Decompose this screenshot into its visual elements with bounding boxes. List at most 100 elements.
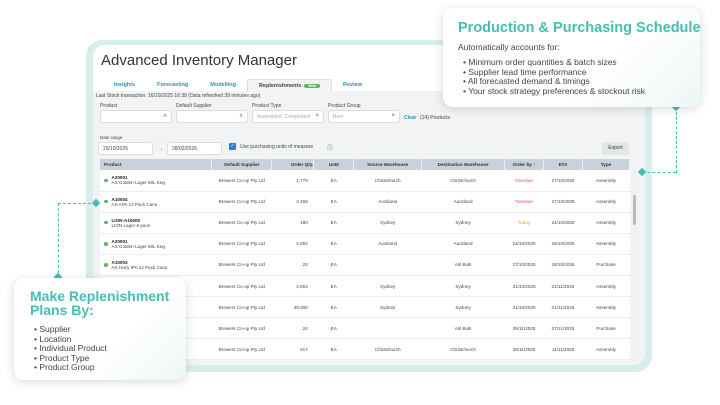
column-header[interactable]: Default Supplier [211,159,273,170]
clear-icon[interactable]: × [315,113,319,119]
order-by-cell: 27/10/2025 [504,254,544,276]
tab-insights[interactable]: Insights [114,82,136,88]
product-code: LION-A10000 [111,217,141,223]
order-by-cell: 31/10/2025 [504,296,544,319]
table-scrollbar[interactable] [633,171,636,361]
callout-intro: Automatically accounts for: [458,42,560,52]
product-cell: A10004 AS APA 12 Pack Cans [100,191,212,213]
status-dot [104,178,108,183]
search-icon: ⌕ [163,113,167,119]
eta-cell: 29/10/2025 [543,254,583,276]
type-cell: Assembly [582,170,630,192]
uom-checkbox-label: Use purchasing units of measure [240,144,314,150]
table-row[interactable]: A10003 AS Hazy IPA 12 Pack Cans Brewers C… [100,254,630,276]
column-header[interactable]: UoM [313,159,355,170]
type-cell: Assembly [582,233,630,255]
callout-plans: Make Replenishment Plans By: SupplierLoc… [14,278,186,380]
table-row[interactable]: A10004 AS APA 12 Pack Cans Brewers Co-op … [100,191,630,213]
supplier-cell: Brewers Co-op Pty Ltd [211,233,272,255]
clear-icon[interactable]: × [391,113,395,119]
uom-checkbox[interactable]: ✓ [229,143,236,150]
eta-cell: 27/10/2025 [543,170,583,192]
callout-item: Product Group [34,362,107,373]
date-arrow: → [158,146,163,152]
destination-cell: Sydney [421,296,505,319]
tab-forecasting[interactable]: Forecasting [157,82,189,88]
supplier-cell: Brewers Co-op Pty Ltd [211,275,272,298]
order-by-cell: Overdue [504,191,544,213]
table-row[interactable]: Brewers Co-op Pty Ltd 24 EA Akl Bulk 05/… [100,317,630,340]
column-header[interactable]: Order Qty. [271,159,315,170]
product-code: A20001 [111,238,128,244]
type-cell: Assembly [582,212,630,234]
order-by-cell: 24/10/2025 [504,233,544,255]
product-code: A10004 [111,196,128,202]
page-title: Advanced Inventory Manager [101,52,297,69]
connector-line [58,203,96,204]
destination-cell: Auckland [421,233,505,255]
uom-cell: EA [313,233,354,255]
qty-cell: 23 [271,254,314,276]
supplier-cell: Brewers Co-op Pty Ltd [211,338,272,361]
search-icon: ⌕ [239,113,243,119]
product-type-select[interactable]: Assembled, Component × [252,110,324,123]
type-cell: Assembly [582,275,630,298]
product-group-value: Beer [333,114,344,120]
supplier-input[interactable]: ⌕ [176,110,248,123]
type-cell: Assembly [582,296,630,319]
column-header[interactable]: Product [100,159,213,170]
clear-link[interactable]: Clear [404,115,417,121]
tab-review[interactable]: Review [343,82,362,88]
table-row[interactable]: A20001 AS Golden Lager 50L Keg Brewers Co… [100,170,630,192]
destination-cell: Christchurch [421,170,505,192]
uom-cell: EA [313,212,354,234]
column-header[interactable]: Order by ↑ [504,159,545,170]
product-label: Product [100,103,118,109]
callout-item: Individual Product [34,343,107,354]
source-cell: Sydney [353,212,422,234]
uom-cell: EA [313,296,354,319]
callout-item: All forecasted demand & timings [463,76,645,87]
supplier-cell: Brewers Co-op Pty Ltd [211,317,272,340]
eta-cell: 01/11/2025 [543,275,583,298]
supplier-cell: Brewers Co-op Pty Ltd [211,296,272,319]
eta-cell: 11/11/2025 [543,338,583,361]
date-from-input[interactable]: 20/10/2025 [98,142,153,155]
info-icon[interactable]: ⓘ [327,146,334,152]
connector-line [642,172,676,173]
table-row[interactable]: A20001 AS Golden Lager 50L Keg Brewers Co… [100,233,630,255]
product-group-select[interactable]: Beer × [328,110,400,123]
connector-line [676,107,677,173]
order-by-cell: Overdue [504,170,544,192]
date-to-input[interactable]: 28/02/2026 [167,142,222,155]
tab-replenishments[interactable]: Replenishments Beta [246,79,333,91]
eta-cell: 27/10/2025 [543,191,583,213]
qty-cell: 24 [271,317,314,340]
type-cell: Assembly [582,338,630,361]
product-input[interactable]: ⌕ [100,110,172,123]
product-code: A10003 [111,259,128,265]
product-code: A20001 [111,175,128,181]
export-button[interactable]: Export [602,142,629,155]
destination-cell: Sydney [421,275,505,298]
source-cell: Christchurch [353,170,422,192]
callout-title: Production & Purchasing Schedule [458,20,701,36]
source-cell [353,254,422,276]
qty-cell: 1,770 [271,170,314,192]
table-row[interactable]: Brewers Co-op Pty Ltd 3,653 EA Sydney Sy… [100,275,630,298]
column-header[interactable]: Source Warehouse [353,159,423,170]
date-range-label: Date range [100,135,123,140]
tab-modelling[interactable]: Modelling [210,82,236,88]
column-header[interactable]: ETA [543,159,583,170]
supplier-label: Default Supplier [176,103,212,109]
scrollbar-thumb[interactable] [633,195,636,225]
column-header[interactable]: Destination Warehouse [421,159,506,170]
order-by-cell: 05/11/2025 [504,317,544,340]
destination-cell: Auckland [421,191,505,213]
column-header[interactable]: Type [582,159,631,170]
table-row[interactable]: LION-A10000 LION Lager 6 pack Brewers Co-… [100,212,630,234]
uom-cell: EA [313,275,354,298]
status-dot [104,263,108,267]
uom-cell: EA [313,338,354,361]
product-cell: A10003 AS Hazy IPA 12 Pack Cans [100,254,212,276]
